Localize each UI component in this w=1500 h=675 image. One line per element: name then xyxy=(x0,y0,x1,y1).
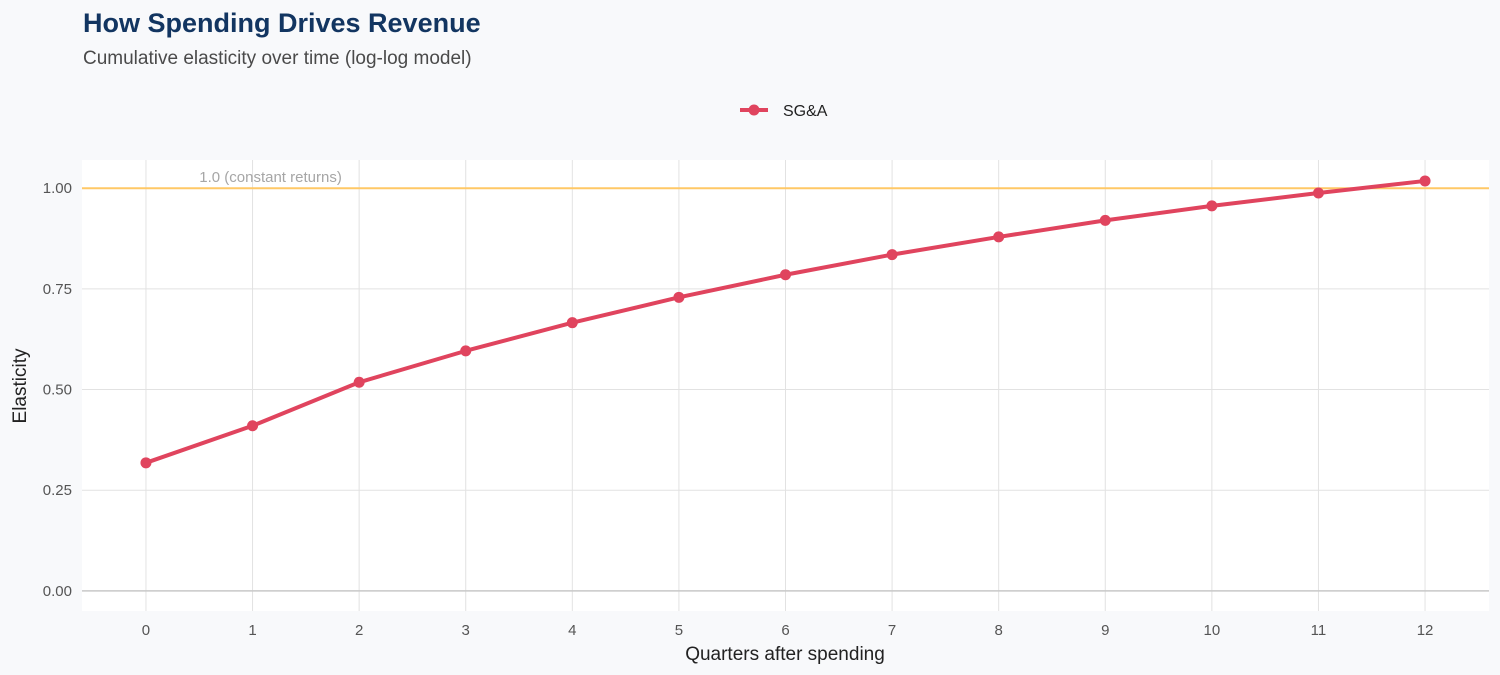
legend-label-sga: SG&A xyxy=(783,103,828,120)
data-point xyxy=(993,231,1005,243)
x-tick-label: 8 xyxy=(995,622,1003,639)
x-tick-label: 9 xyxy=(1101,622,1109,639)
x-tick-label: 6 xyxy=(781,622,789,639)
data-point xyxy=(140,457,152,469)
chart-subtitle: Cumulative elasticity over time (log-log… xyxy=(83,48,472,69)
legend: SG&A xyxy=(740,103,828,120)
x-tick-label: 5 xyxy=(675,622,683,639)
y-axis-label: Elasticity xyxy=(10,348,31,423)
x-tick-label: 1 xyxy=(248,622,256,639)
data-point xyxy=(673,291,685,303)
reference-line-label: 1.0 (constant returns) xyxy=(199,169,342,186)
x-tick-labels: 0 1 2 3 4 5 6 7 8 9 10 11 12 xyxy=(142,622,1434,639)
data-point xyxy=(353,376,365,388)
y-tick-label: 0.00 xyxy=(43,583,72,600)
x-tick-label: 0 xyxy=(142,622,150,639)
x-tick-label: 7 xyxy=(888,622,896,639)
data-point xyxy=(460,345,472,357)
chart-title: How Spending Drives Revenue xyxy=(83,8,481,38)
reference-line-group: 1.0 (constant returns) xyxy=(82,169,1489,190)
y-tick-label: 0.50 xyxy=(43,382,72,399)
y-tick-label: 0.25 xyxy=(43,482,72,499)
x-tick-label: 11 xyxy=(1311,622,1327,639)
data-point xyxy=(1419,175,1431,187)
y-tick-labels: 0.00 0.25 0.50 0.75 1.00 xyxy=(43,180,72,600)
x-tick-label: 12 xyxy=(1417,622,1434,639)
data-point xyxy=(566,317,578,329)
data-point xyxy=(1099,214,1111,226)
y-tick-label: 0.75 xyxy=(43,281,72,298)
x-axis-label: Quarters after spending xyxy=(685,644,885,665)
x-tick-label: 4 xyxy=(568,622,576,639)
series-group xyxy=(140,175,1431,469)
data-point xyxy=(780,269,791,281)
data-point xyxy=(886,249,898,261)
data-point xyxy=(1206,200,1218,212)
data-point xyxy=(1312,187,1324,199)
x-tick-label: 2 xyxy=(355,622,363,639)
x-tick-label: 3 xyxy=(462,622,470,639)
legend-point-swatch xyxy=(748,104,760,116)
y-tick-label: 1.00 xyxy=(43,180,72,197)
data-point xyxy=(247,420,259,432)
x-tick-label: 10 xyxy=(1204,622,1221,639)
